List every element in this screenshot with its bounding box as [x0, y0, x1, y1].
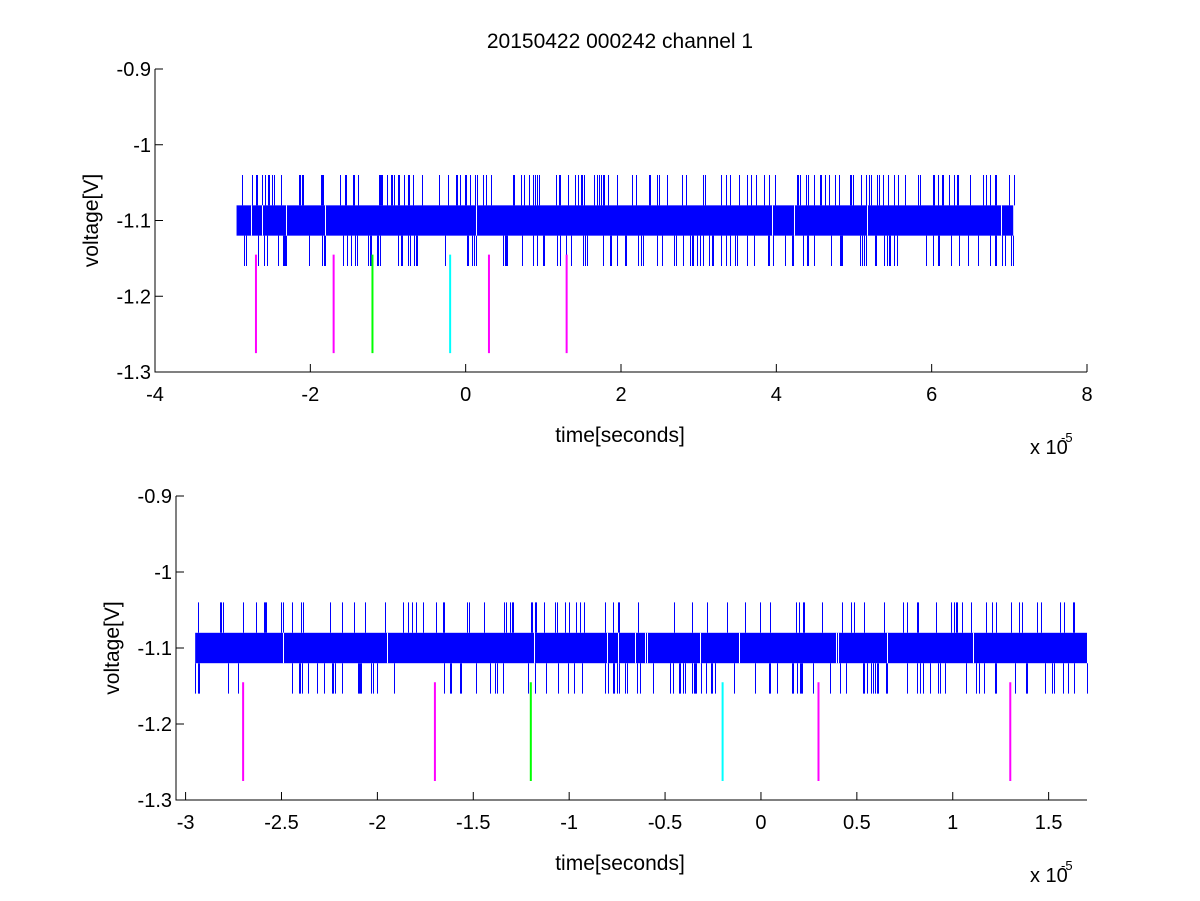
y-tick-label: -1.3 — [117, 362, 151, 384]
x-tick-label: 2 — [615, 384, 626, 406]
signal-band — [195, 632, 1087, 664]
y-axis-label: voltage[V] — [101, 601, 124, 694]
x-tick-label: 0 — [755, 812, 766, 834]
signal-series — [236, 175, 1015, 266]
x-tick-label: 8 — [1081, 384, 1092, 406]
figure-title: 20150422 000242 channel 1 — [487, 30, 753, 53]
y-tick-label: -0.9 — [117, 59, 151, 81]
x-tick-label: 4 — [771, 384, 782, 406]
signal-spikes — [195, 602, 1088, 694]
y-tick-label: -1.2 — [138, 714, 172, 736]
signal-band-gaps — [251, 205, 1002, 236]
x-axis-label: time[seconds] — [555, 852, 685, 875]
x-tick-label: 1 — [947, 812, 958, 834]
bottom-plot-panel: -1.3 -1.2 -1.1 -1 -0.9 -3 -2.5 -2 -1.5 -1 -0.5 0 0.5… — [101, 486, 1088, 887]
y-tick-label: -1 — [133, 135, 151, 157]
signal-series — [195, 602, 1088, 694]
x-tick-label: -1 — [560, 812, 578, 834]
signal-spikes — [242, 175, 1015, 266]
y-tick-label: -1.1 — [117, 211, 151, 233]
x-multiplier-base: x 10 — [1030, 865, 1068, 887]
signal-band — [236, 205, 1014, 236]
y-axis-label: voltage[V] — [80, 174, 103, 267]
x-axis-multiplier: x 10-5 — [1030, 430, 1073, 459]
x-multiplier-base: x 10 — [1030, 437, 1068, 459]
x-tick-label: -4 — [146, 384, 164, 406]
x-tick-label: -2 — [368, 812, 386, 834]
y-tick-label: -1 — [154, 562, 172, 584]
x-tick-label: 6 — [926, 384, 937, 406]
y-tick-label: -1.2 — [117, 286, 151, 308]
y-tick-label: -1.1 — [138, 638, 172, 660]
x-tick-label: 0 — [460, 384, 471, 406]
x-tick-label: 0.5 — [843, 812, 871, 834]
x-tick-label: -0.5 — [648, 812, 682, 834]
x-multiplier-exponent: -5 — [1061, 858, 1073, 873]
signal-band-gaps — [283, 632, 974, 664]
x-tick-label: 1.5 — [1035, 812, 1063, 834]
y-tick-label: -0.9 — [138, 486, 172, 508]
x-axis-multiplier: x 10-5 — [1030, 858, 1073, 887]
x-tick-label: -3 — [177, 812, 195, 834]
x-tick-label: -1.5 — [456, 812, 490, 834]
x-tick-label: -2 — [301, 384, 319, 406]
top-plot-panel: -1.3 -1.2 -1.1 -1 -0.9 -4 -2 0 2 4 6 8 time[seconds]… — [80, 59, 1093, 459]
x-tick-label: -2.5 — [264, 812, 298, 834]
x-axis-label: time[seconds] — [555, 424, 685, 447]
x-multiplier-exponent: -5 — [1061, 430, 1073, 445]
y-tick-label: -1.3 — [138, 790, 172, 812]
